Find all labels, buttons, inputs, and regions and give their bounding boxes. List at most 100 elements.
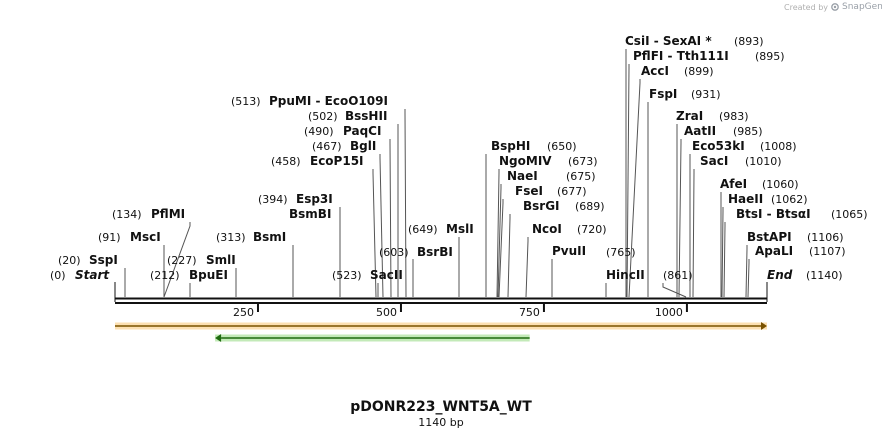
site-name-bsmbi: BsmBI: [289, 207, 331, 221]
site-acci[interactable]: (899) AccI: [641, 64, 714, 78]
site-fsei[interactable]: (677) FseI: [515, 184, 587, 198]
sequence-map[interactable]: (0) Start(20) SspI (91) MscI (134) PflMI (212) B…: [0, 0, 882, 395]
site-btsi-bts-i[interactable]: (1065) BtsI - BtsαI: [736, 207, 868, 221]
site-position-naei: (675): [566, 170, 596, 183]
snapgene-credit: Created by SnapGene: [784, 2, 882, 12]
site-smli[interactable]: (227) SmlI: [167, 253, 236, 267]
site-position-ppumi-ecoo109i: (513): [231, 95, 261, 108]
site-name-pflmi: PflMI: [151, 207, 185, 221]
leader-ngomiv: [496, 169, 500, 298]
site-pflmi[interactable]: (134) PflMI: [112, 207, 185, 221]
features[interactable]: [115, 322, 767, 342]
site-name-acci: AccI: [641, 64, 669, 78]
site-position-msli: (649): [408, 223, 438, 236]
plasmid-name: pDONR223_WNT5A_WT: [350, 399, 532, 415]
leader-ppumi-ecoo109i: [404, 109, 407, 298]
leader-acci: [628, 79, 641, 298]
site-zrai[interactable]: (983) ZraI: [676, 109, 749, 123]
site-end[interactable]: (1140) End: [767, 268, 843, 282]
site-afei[interactable]: (1060) AfeI: [720, 177, 799, 191]
site-bsrgi[interactable]: (689) BsrGI: [523, 199, 605, 213]
site-apali[interactable]: (1107) ApaLI: [755, 244, 846, 258]
site-position-aatii: (985): [733, 125, 763, 138]
tick-label-250: 250: [233, 306, 254, 319]
site-name-start: Start: [75, 268, 110, 282]
site-position-pflmi: (134): [112, 208, 142, 221]
site-ngomiv[interactable]: (673) NgoMIV: [499, 154, 598, 168]
leader-fsei: [498, 199, 504, 298]
site-name-haeii: HaeII: [728, 192, 763, 206]
site-name-end: End: [767, 268, 793, 282]
site-msci[interactable]: (91) MscI: [98, 230, 161, 244]
site-position-bsphi: (650): [547, 140, 577, 153]
site-name-861: (861): [663, 269, 693, 282]
site-name-zrai: ZraI: [676, 109, 703, 123]
site-position-sacii: (523): [332, 269, 362, 282]
site-name-bsmi: BsmI: [253, 230, 286, 244]
site-bsphi[interactable]: (650) BspHI: [491, 139, 577, 153]
site-position-btsi-bts-i: (1065): [831, 208, 868, 221]
site-pvuii[interactable]: PvuII: [552, 244, 586, 258]
site-position-acci: (899): [684, 65, 714, 78]
site-name-saci: SacI: [700, 154, 728, 168]
site-ncoi[interactable]: (720) NcoI: [532, 222, 607, 236]
site-name-smli: SmlI: [206, 253, 236, 267]
site-esp3i[interactable]: (394) Esp3I: [258, 192, 333, 206]
site-pflfi-tth111i[interactable]: (895) PflFI - Tth111I: [633, 49, 785, 63]
site-name-naei: NaeI: [507, 169, 538, 183]
site-name-fspi: FspI: [649, 87, 677, 101]
site-paqci[interactable]: (490) PaqCI: [304, 124, 381, 138]
site-ppumi-ecoo109i[interactable]: (513) PpuMI - EcoO109I: [231, 94, 388, 108]
leader-saci: [692, 169, 695, 298]
site-eco53ki[interactable]: (1008) Eco53kI: [692, 139, 797, 153]
site-bsmi[interactable]: (313) BsmI: [216, 230, 286, 244]
leader-lines: [114, 49, 768, 302]
site-naei[interactable]: (675) NaeI: [507, 169, 596, 183]
tick-label-500: 500: [376, 306, 397, 319]
site-bpuei[interactable]: (212) BpuEI: [150, 268, 228, 282]
site-start[interactable]: (0) Start: [50, 268, 110, 282]
ruler-ticks: 250 500 750 1000: [233, 304, 688, 319]
wnt5a-orf-feature[interactable]: [215, 334, 530, 342]
site-msli[interactable]: (649) MslI: [408, 222, 474, 236]
site-sspi[interactable]: (20) SspI: [58, 253, 118, 267]
site-haeii[interactable]: (1062) HaeII: [728, 192, 808, 206]
full-length-feature[interactable]: [115, 322, 767, 330]
site-hincii[interactable]: (765) HincII: [606, 246, 645, 282]
site-sacii[interactable]: (523) SacII: [332, 268, 403, 282]
site-position-bsrbi: (603): [379, 246, 409, 259]
leader-haeii: [721, 207, 724, 298]
leader-ncoi: [525, 237, 529, 298]
leader-aatii: [678, 139, 682, 298]
site-ecop15i[interactable]: (458) EcoP15I: [271, 154, 364, 168]
leader-btsi-bts-i: [723, 222, 726, 298]
title-block: pDONR223_WNT5A_WT 1140 bp: [0, 398, 882, 430]
site-bsmbi[interactable]: BsmBI: [289, 207, 331, 221]
site-saci[interactable]: (1010) SacI: [700, 154, 782, 168]
site-bgli[interactable]: (467) BglI: [312, 139, 376, 153]
site-name-bpuei: BpuEI: [189, 268, 228, 282]
site-fspi[interactable]: (931) FspI: [649, 87, 721, 101]
site-861[interactable]: (861): [663, 269, 693, 282]
plasmid-length: 1140 bp: [418, 416, 464, 429]
full-length-feature-arrowhead: [761, 322, 767, 330]
site-aatii[interactable]: (985) AatII: [684, 124, 763, 138]
site-position-apali: (1107): [809, 245, 846, 258]
site-bsrbi[interactable]: (603) BsrBI: [379, 245, 453, 259]
site-name-btsi-bts-i: BtsI - BtsαI: [736, 207, 811, 221]
site-position-ncoi: (720): [577, 223, 607, 236]
leader-pflmi: [163, 222, 191, 298]
snapgene-logo-icon: [831, 3, 839, 11]
site-bstapi[interactable]: (1106) BstAPI: [747, 230, 844, 244]
site-position-fsei: (677): [557, 185, 587, 198]
site-name-hincii: HincII: [606, 268, 645, 282]
site-name-ncoi: NcoI: [532, 222, 562, 236]
site-name-sspi: SspI: [89, 253, 118, 267]
site-name-ngomiv: NgoMIV: [499, 154, 552, 168]
tick-label-750: 750: [519, 306, 540, 319]
site-position-bstapi: (1106): [807, 231, 844, 244]
site-csii-sexai[interactable]: (893) CsiI - SexAI *: [625, 34, 764, 48]
site-bsshii[interactable]: (502) BssHII: [308, 109, 387, 123]
site-position-fspi: (931): [691, 88, 721, 101]
site-position-paqci: (490): [304, 125, 334, 138]
